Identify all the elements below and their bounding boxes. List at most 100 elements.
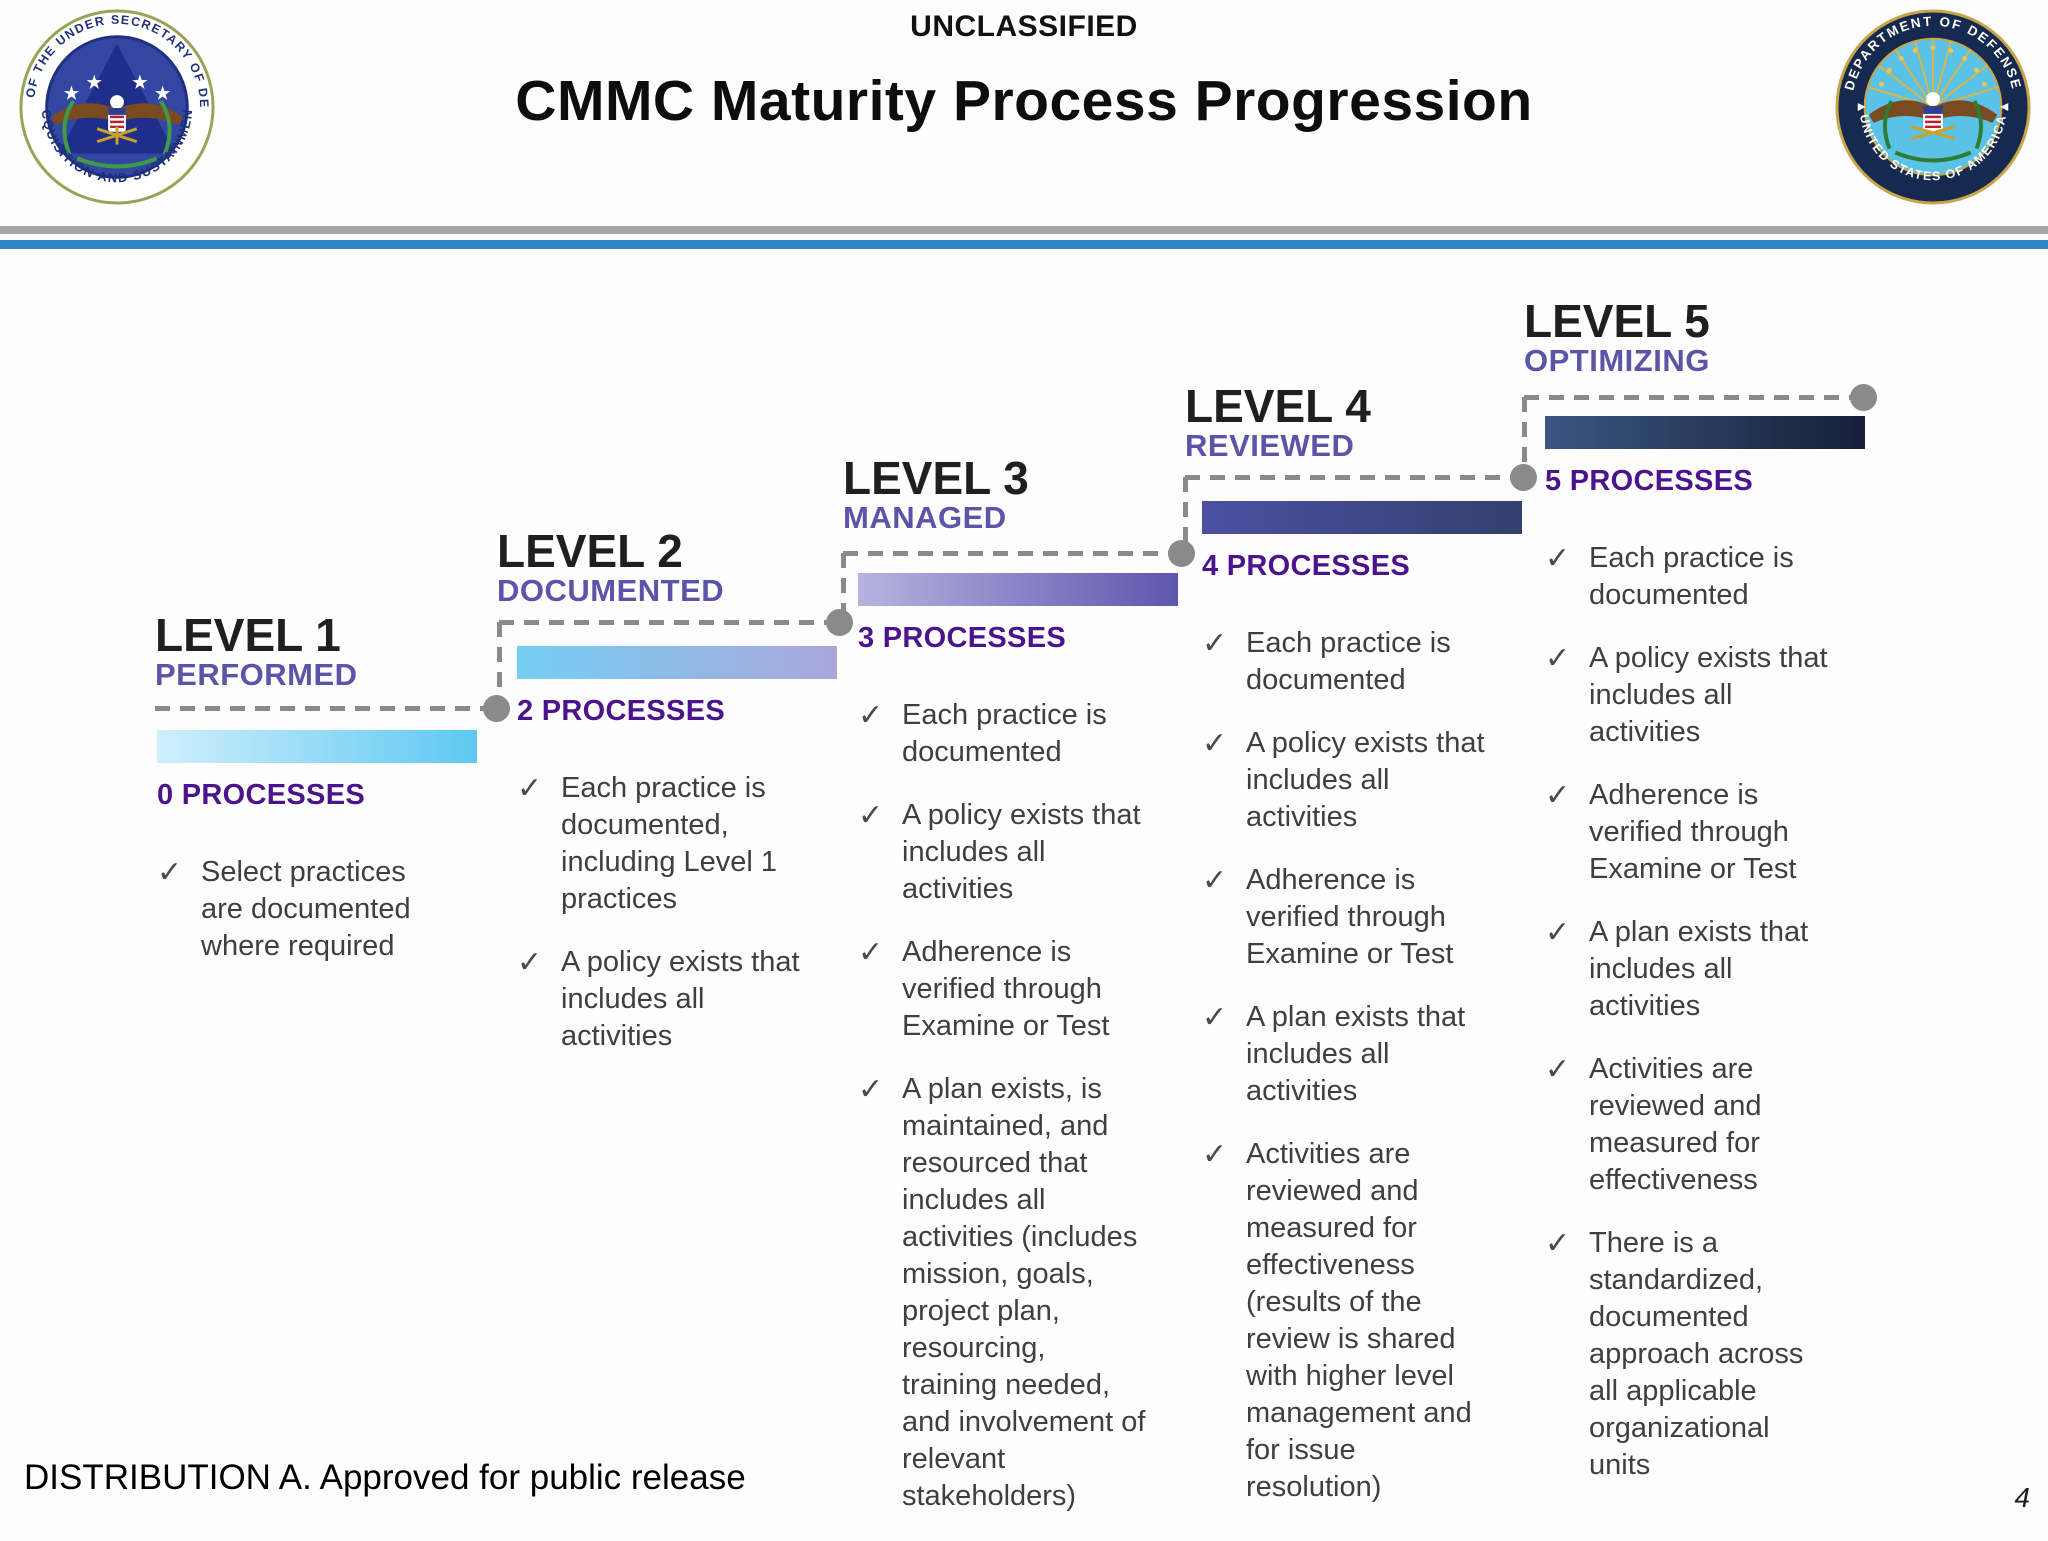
dod-seal-image: DEPARTMENT OF DEFENSE UNITED STATES OF A… xyxy=(1835,9,2031,205)
level-bar xyxy=(858,573,1178,606)
level-subtitle: DOCUMENTED xyxy=(497,573,725,608)
check-icon: ✓ xyxy=(1545,916,1571,949)
check-icon: ✓ xyxy=(858,799,884,832)
distribution-statement: DISTRIBUTION A. Approved for public rele… xyxy=(24,1458,746,1497)
level-title: LEVEL 2 xyxy=(497,525,683,577)
processes-label: 4 PROCESSES xyxy=(1202,550,1410,582)
check-item: ✓ A plan exists that includes all activi… xyxy=(1545,914,1835,1025)
stars-icon: ★ ★ ★ ★ xyxy=(64,73,171,103)
check-icon: ✓ xyxy=(1545,642,1571,675)
check-icon: ✓ xyxy=(1202,1138,1228,1171)
check-item: ✓ Adherence is verified through Examine … xyxy=(1202,862,1492,973)
stair-dot-2 xyxy=(826,609,853,636)
rays-icon xyxy=(1868,38,1998,108)
check-icon: ✓ xyxy=(1545,1053,1571,1086)
page-number: 4 xyxy=(2014,1482,2030,1513)
item-text: A policy exists that includes all activi… xyxy=(902,799,1141,905)
level-3-column: LEVEL 3 MANAGED 3 PROCESSES ✓ Each pract… xyxy=(843,452,1178,1512)
check-item: ✓ Each practice is documented xyxy=(1202,625,1492,699)
stair-vline-level5 xyxy=(1522,397,1527,469)
item-text: A policy exists that includes all activi… xyxy=(561,946,800,1052)
laurel-icon xyxy=(62,99,172,169)
check-item: ✓ A plan exists, is maintained, and reso… xyxy=(858,1071,1148,1515)
processes-label: 3 PROCESSES xyxy=(858,622,1066,654)
processes-label: 0 PROCESSES xyxy=(157,779,365,811)
check-icon: ✓ xyxy=(517,946,543,979)
check-icon: ✓ xyxy=(1202,1001,1228,1034)
item-text: Adherence is verified through Examine or… xyxy=(902,936,1110,1042)
level-bar xyxy=(1545,416,1865,449)
stair-vline-level2 xyxy=(497,622,502,700)
item-text: There is a standardized, documented appr… xyxy=(1589,1227,1804,1481)
check-item: ✓ Activities are reviewed and measured f… xyxy=(1202,1136,1492,1506)
check-item: ✓ Each practice is documented xyxy=(858,697,1148,771)
level-subtitle: MANAGED xyxy=(843,500,1007,535)
check-item: ✓ A plan exists that includes all activi… xyxy=(1202,999,1492,1110)
level-items: ✓ Each practice is documented ✓ A policy… xyxy=(858,697,1148,1541)
stair-vline-level3 xyxy=(841,553,846,615)
check-icon: ✓ xyxy=(1545,1227,1571,1260)
level-4-column: LEVEL 4 REVIEWED 4 PROCESSES ✓ Each prac… xyxy=(1185,380,1522,1503)
divider-gray xyxy=(0,226,2048,234)
level-items: ✓ Each practice is documented ✓ A policy… xyxy=(1545,540,1835,1510)
check-icon: ✓ xyxy=(1202,864,1228,897)
svg-text:★: ★ xyxy=(64,84,80,103)
level-1-column: LEVEL 1 PERFORMED 0 PROCESSES ✓ Select p… xyxy=(155,609,477,962)
level-title: LEVEL 4 xyxy=(1185,380,1371,432)
check-icon: ✓ xyxy=(157,856,183,889)
check-icon: ✓ xyxy=(1545,542,1571,575)
check-item: ✓ A policy exists that includes all acti… xyxy=(858,797,1148,908)
check-item: ✓ Each practice is documented xyxy=(1545,540,1835,614)
stair-hline-level5 xyxy=(1524,395,1852,400)
level-5-column: LEVEL 5 OPTIMIZING 5 PROCESSES ✓ Each pr… xyxy=(1524,298,1865,1481)
laurel-icon xyxy=(1883,100,1983,163)
check-item: ✓ Adherence is verified through Examine … xyxy=(1545,777,1835,888)
marker-icon xyxy=(1857,103,1866,111)
check-icon: ✓ xyxy=(517,772,543,805)
level-items: ✓ Each practice is documented, including… xyxy=(517,770,807,1081)
marker-icon xyxy=(2000,103,2009,111)
stair-dot-3 xyxy=(1168,540,1195,567)
item-text: Each practice is documented xyxy=(902,699,1107,768)
level-bar xyxy=(1202,501,1522,534)
svg-text:★: ★ xyxy=(155,84,171,103)
check-item: ✓ A policy exists that includes all acti… xyxy=(517,944,807,1055)
level-title: LEVEL 1 xyxy=(155,609,341,661)
classification-banner: UNCLASSIFIED xyxy=(910,10,1138,43)
level-subtitle: PERFORMED xyxy=(155,657,358,692)
item-text: Activities are reviewed and measured for… xyxy=(1246,1138,1472,1503)
item-text: Activities are reviewed and measured for… xyxy=(1589,1053,1762,1196)
item-text: Each practice is documented xyxy=(1589,542,1794,611)
item-text: A policy exists that includes all activi… xyxy=(1589,642,1828,748)
level-items: ✓ Each practice is documented ✓ A policy… xyxy=(1202,625,1492,1532)
item-text: Each practice is documented, including L… xyxy=(561,772,778,915)
check-item: ✓ Activities are reviewed and measured f… xyxy=(1545,1051,1835,1199)
level-bar xyxy=(157,730,477,763)
check-icon: ✓ xyxy=(1545,779,1571,812)
level-title: LEVEL 3 xyxy=(843,452,1029,504)
check-item: ✓ Adherence is verified through Examine … xyxy=(858,934,1148,1045)
check-icon: ✓ xyxy=(858,699,884,732)
check-item: ✓ A policy exists that includes all acti… xyxy=(1202,725,1492,836)
svg-text:★: ★ xyxy=(87,73,103,92)
divider-blue xyxy=(0,240,2048,249)
level-bar xyxy=(517,646,837,679)
check-item: ✓ A policy exists that includes all acti… xyxy=(1545,640,1835,751)
stair-hline-level3 xyxy=(843,551,1171,556)
stars-icon xyxy=(1879,45,1987,87)
processes-label: 5 PROCESSES xyxy=(1545,465,1753,497)
stair-hline-level2 xyxy=(499,620,829,625)
check-icon: ✓ xyxy=(858,1073,884,1106)
check-item: ✓ Select practices are documented where … xyxy=(157,854,447,965)
level-2-column: LEVEL 2 DOCUMENTED 2 PROCESSES ✓ Each pr… xyxy=(497,525,837,1052)
stair-hline-level4 xyxy=(1185,475,1513,480)
level-items: ✓ Select practices are documented where … xyxy=(157,854,447,991)
stair-dot-1 xyxy=(483,695,510,722)
item-text: A policy exists that includes all activi… xyxy=(1246,727,1485,833)
item-text: Select practices are documented where re… xyxy=(201,856,411,962)
level-subtitle: OPTIMIZING xyxy=(1524,343,1710,378)
check-item: ✓ Each practice is documented, including… xyxy=(517,770,807,918)
level-subtitle: REVIEWED xyxy=(1185,428,1355,463)
check-icon: ✓ xyxy=(858,936,884,969)
check-icon: ✓ xyxy=(1202,727,1228,760)
